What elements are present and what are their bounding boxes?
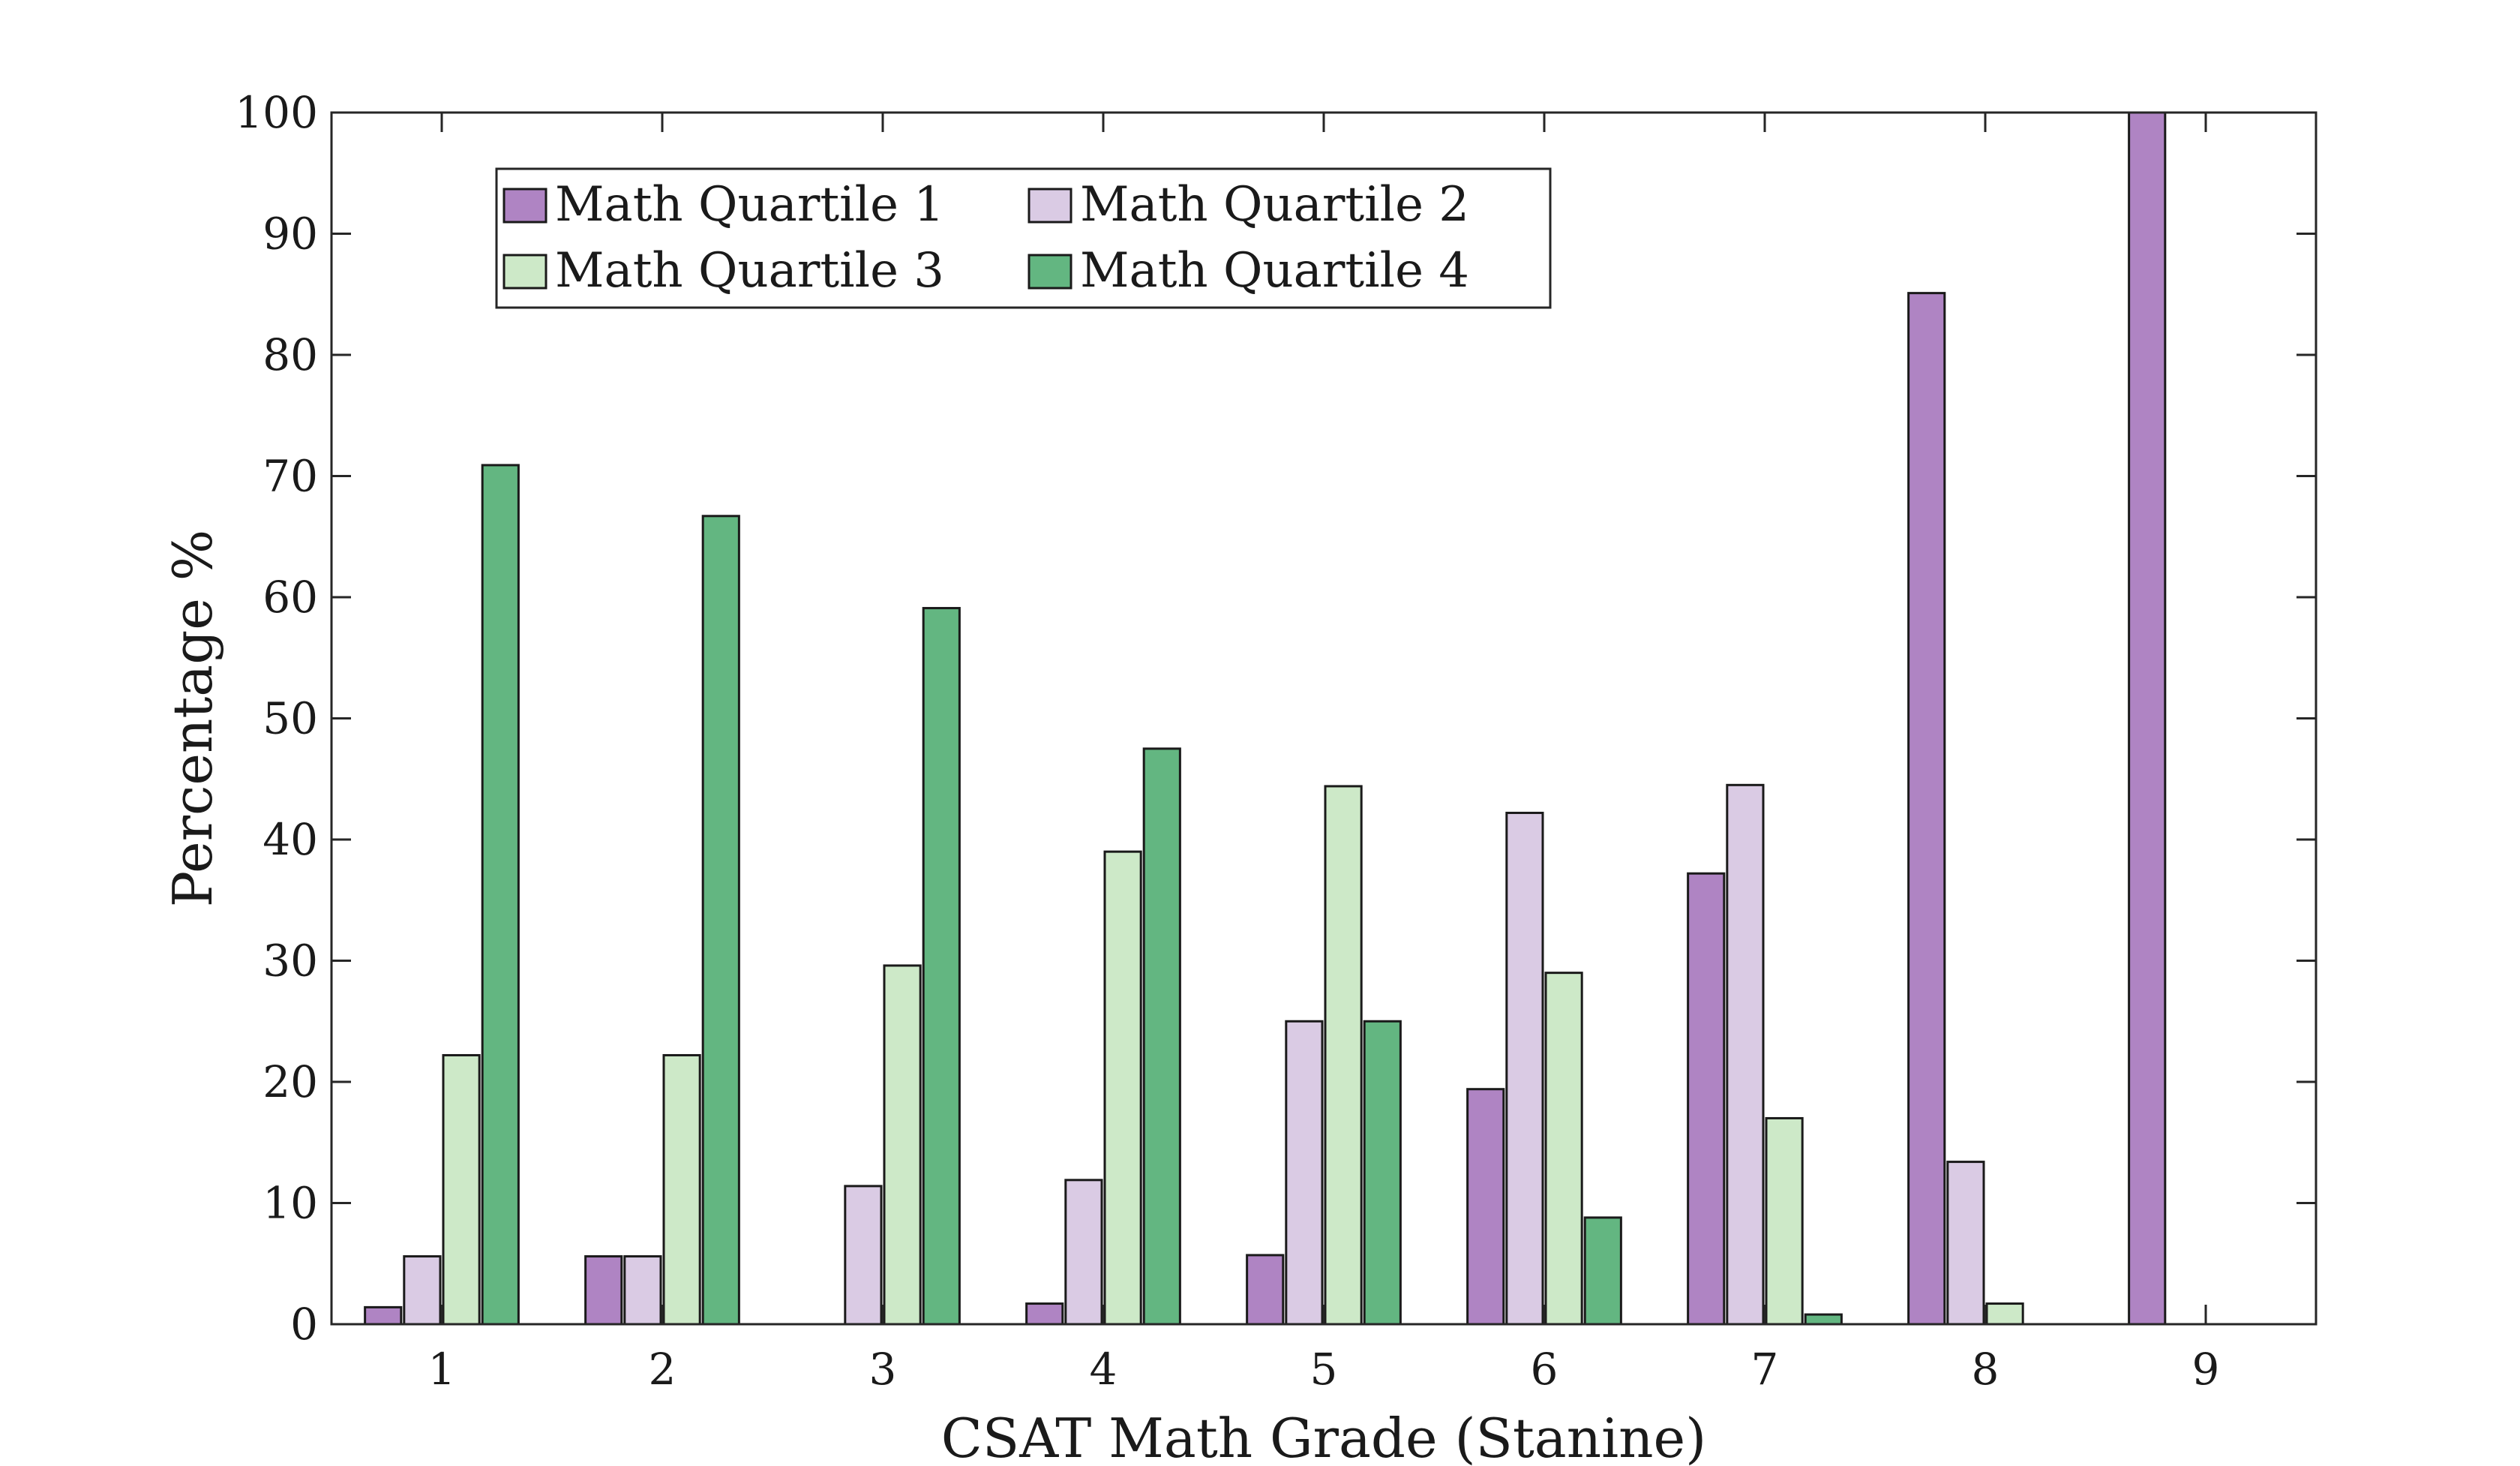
bar-q2-grade-5 xyxy=(1285,1020,1324,1326)
legend-label-q4: Math Quartile 4 xyxy=(1080,243,1469,299)
legend-label-q1: Math Quartile 1 xyxy=(555,177,944,233)
legend: Math Quartile 1 Math Quartile 2 Math Quart… xyxy=(495,167,1552,309)
legend-swatch-q4 xyxy=(1028,254,1072,290)
x-tick-label: 4 xyxy=(1090,1344,1118,1395)
bar-q3-grade-3 xyxy=(883,964,922,1326)
legend-swatch-q1 xyxy=(502,188,548,224)
bar-q2-grade-7 xyxy=(1726,783,1765,1326)
y-tick-label: 10 xyxy=(262,1178,318,1229)
bar-q3-grade-7 xyxy=(1765,1116,1804,1326)
legend-label-q2: Math Quartile 2 xyxy=(1080,177,1469,233)
x-tick-label: 9 xyxy=(2192,1344,2220,1395)
y-tick-label: 50 xyxy=(262,693,318,744)
x-tick-label: 8 xyxy=(1972,1344,2000,1395)
x-tick-label: 1 xyxy=(428,1344,456,1395)
bar-q4-grade-4 xyxy=(1142,747,1181,1326)
y-tick-label: 60 xyxy=(262,572,318,623)
legend-swatch-q2 xyxy=(1028,188,1072,224)
bar-q4-grade-3 xyxy=(922,607,961,1326)
y-tick-label: 20 xyxy=(262,1056,318,1107)
bar-q1-grade-5 xyxy=(1246,1254,1285,1326)
y-tick-label: 40 xyxy=(262,814,318,865)
bar-q3-grade-2 xyxy=(662,1053,701,1326)
x-axis-label: CSAT Math Grade (Stanine) xyxy=(941,1407,1706,1466)
x-tick-label: 5 xyxy=(1310,1344,1338,1395)
bar-q3-grade-4 xyxy=(1103,850,1142,1326)
bar-q2-grade-4 xyxy=(1064,1179,1103,1326)
x-tick-label: 3 xyxy=(869,1344,897,1395)
bar-q1-grade-7 xyxy=(1687,872,1726,1326)
bar-q3-grade-1 xyxy=(442,1053,481,1326)
bar-q1-grade-6 xyxy=(1466,1088,1505,1326)
x-tick-label: 2 xyxy=(649,1344,676,1395)
y-tick-label: 70 xyxy=(262,451,318,502)
bar-q2-grade-2 xyxy=(623,1255,662,1326)
ticks-layer: 0 10 20 30 40 50 60 70 80 90 100 1 2 3 4 5 6 7 8 9 xyxy=(235,87,2316,1395)
bar-q1-grade-8 xyxy=(1907,292,1946,1326)
y-tick-label: 90 xyxy=(262,209,318,260)
bar-q4-grade-1 xyxy=(481,464,520,1326)
bar-q1-grade-4 xyxy=(1025,1302,1064,1326)
bars-layer xyxy=(364,111,2167,1326)
bar-q1-grade-2 xyxy=(584,1255,623,1326)
legend-box xyxy=(495,167,1552,309)
bar-q4-grade-2 xyxy=(701,515,740,1326)
bar-q4-grade-5 xyxy=(1363,1020,1402,1326)
bar-q1-grade-9 xyxy=(2128,111,2167,1326)
bar-q3-grade-5 xyxy=(1324,785,1363,1326)
y-tick-label: 80 xyxy=(262,329,318,380)
bar-q4-grade-6 xyxy=(1583,1216,1622,1326)
bar-q4-grade-7 xyxy=(1804,1313,1843,1326)
bar-q3-grade-8 xyxy=(1985,1302,2024,1326)
bar-q3-grade-6 xyxy=(1544,972,1583,1326)
x-tick-label: 7 xyxy=(1751,1344,1779,1395)
legend-label-q3: Math Quartile 3 xyxy=(555,243,944,299)
bar-q2-grade-3 xyxy=(844,1185,883,1326)
bar-q2-grade-1 xyxy=(403,1255,442,1326)
y-tick-label: 100 xyxy=(235,87,318,138)
y-axis-label: Percentage % xyxy=(161,530,224,907)
legend-swatch-q3 xyxy=(502,254,548,290)
x-tick-label: 6 xyxy=(1531,1344,1558,1395)
y-tick-label: 0 xyxy=(290,1299,318,1350)
bar-q2-grade-8 xyxy=(1946,1161,1985,1326)
bar-q2-grade-6 xyxy=(1505,811,1544,1326)
y-tick-label: 30 xyxy=(262,936,318,987)
bar-q1-grade-1 xyxy=(364,1305,403,1326)
